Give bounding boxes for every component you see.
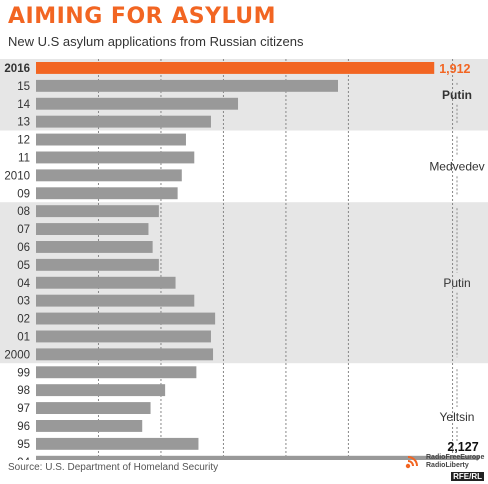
category-label: 2010 xyxy=(4,170,30,182)
data-label: 1,912 xyxy=(439,62,470,76)
category-label: 94 xyxy=(17,457,30,460)
category-label: 06 xyxy=(17,242,30,254)
bar-12 xyxy=(36,133,186,146)
bar-04 xyxy=(36,276,176,289)
bar-98 xyxy=(36,384,166,397)
category-label: 2016 xyxy=(4,63,30,75)
category-label: 09 xyxy=(17,188,30,200)
bar-96 xyxy=(36,420,143,432)
bar-13 xyxy=(36,115,211,128)
bar-05 xyxy=(36,258,159,271)
bar-97 xyxy=(36,402,151,414)
era-label: Putin xyxy=(443,276,470,290)
category-label: 08 xyxy=(17,206,30,218)
era-label: Putin xyxy=(442,88,472,102)
category-label: 13 xyxy=(17,117,30,129)
logo-tag: RFE/RL xyxy=(451,472,484,481)
category-label: 02 xyxy=(17,314,30,326)
bar-11 xyxy=(36,151,195,164)
category-label: 15 xyxy=(17,81,30,93)
era-label: Yeltsin xyxy=(440,410,475,424)
chart-title: AIMING FOR ASYLUM xyxy=(8,4,277,29)
category-label: 01 xyxy=(17,331,30,343)
bar-2000 xyxy=(36,348,214,361)
category-label: 96 xyxy=(17,421,30,433)
category-label: 95 xyxy=(17,439,30,451)
bar-94 xyxy=(36,455,479,460)
logo-text: RadioFreeEurope RadioLiberty xyxy=(426,454,485,469)
category-label: 05 xyxy=(17,260,30,272)
bar-02 xyxy=(36,312,216,325)
bar-06 xyxy=(36,241,153,253)
bar-95 xyxy=(36,437,199,450)
rferl-logo: RadioFreeEurope RadioLiberty RFE/RL xyxy=(402,444,486,482)
bar-2016 xyxy=(36,62,435,74)
bar-03 xyxy=(36,294,195,307)
bar-chart: 2016 15 14 13 12 11 2010 09 08 07 06 05 04 03 02 01 2000… xyxy=(0,59,488,460)
bar-09 xyxy=(36,187,178,200)
category-label: 07 xyxy=(17,224,30,236)
bar-14 xyxy=(36,97,239,110)
source-note: Source: U.S. Department of Homeland Secu… xyxy=(8,462,219,473)
category-label: 99 xyxy=(17,367,30,379)
bar-2010 xyxy=(36,169,182,182)
category-label: 04 xyxy=(17,278,30,290)
bar-15 xyxy=(36,79,338,92)
chart-subtitle: New U.S asylum applications from Russian… xyxy=(8,34,304,49)
era-label: Medvedev xyxy=(429,159,484,173)
category-label: 97 xyxy=(17,403,30,415)
bar-01 xyxy=(36,330,211,343)
bar-07 xyxy=(36,223,149,235)
radio-waves-icon xyxy=(405,456,418,469)
bar-99 xyxy=(36,366,197,379)
category-label: 2000 xyxy=(4,349,30,361)
bar-08 xyxy=(36,205,159,218)
category-label: 98 xyxy=(17,385,30,397)
category-label: 12 xyxy=(17,135,30,147)
category-label: 14 xyxy=(17,99,30,111)
category-label: 11 xyxy=(18,152,30,164)
category-label: 03 xyxy=(17,296,30,308)
data-label: 2,127 xyxy=(447,440,478,454)
